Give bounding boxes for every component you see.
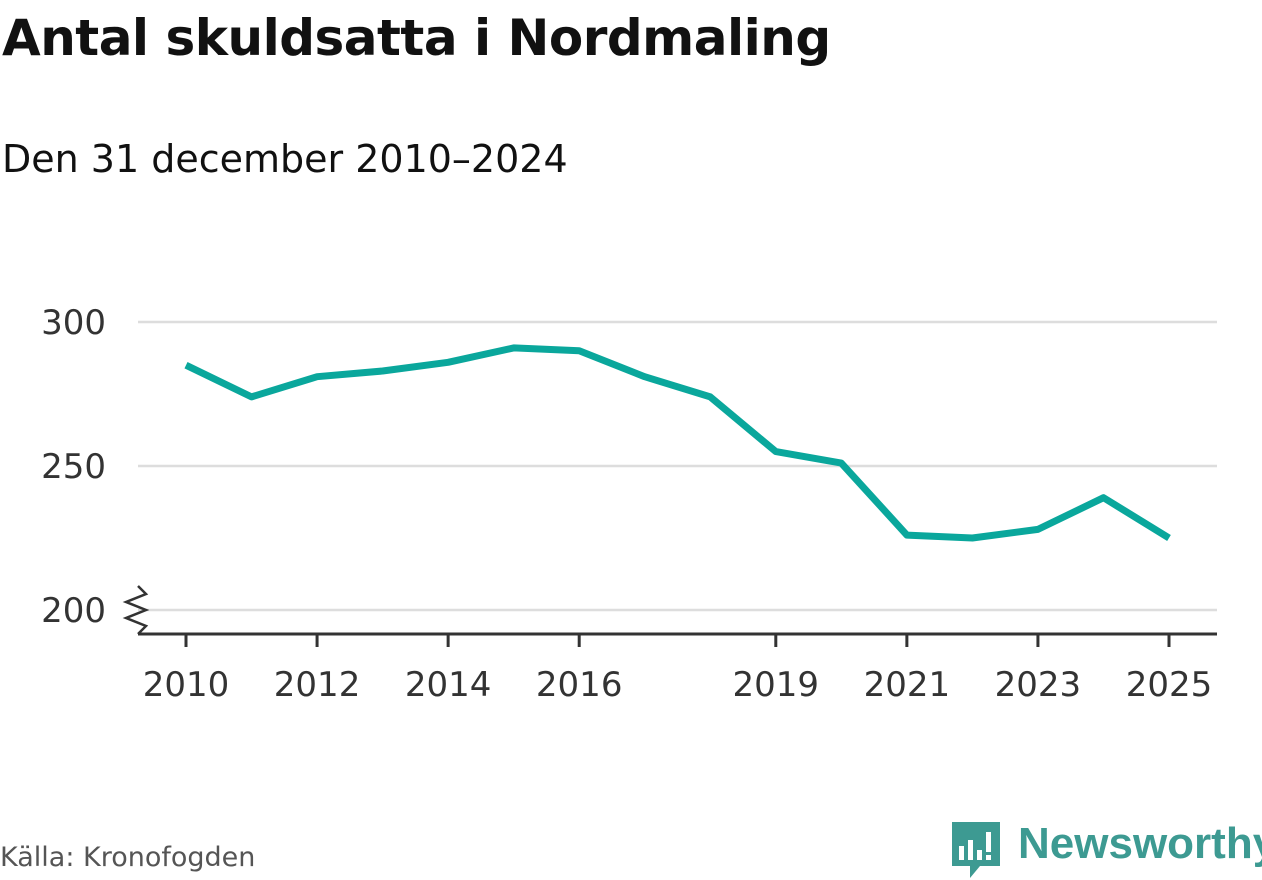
series-layer [184,344,1171,542]
x-tick-label: 2014 [405,665,492,705]
newsworthy-logo-icon [952,822,1000,878]
y-tick-label: 200 [41,591,106,631]
x-tick-label: 2023 [995,665,1082,705]
brand[interactable]: Newsworthy [950,819,1262,880]
grid-lines [122,320,1217,635]
x-tick-label: 2025 [1126,665,1213,705]
x-tick-label: 2010 [143,665,230,705]
x-tick-label: 2021 [864,665,951,705]
chart-subtitle: Den 31 december 2010–2024 [2,137,568,181]
x-axis [138,632,1217,647]
y-axis-labels: 200 250 300 [41,303,106,631]
source-label: Källa: Kronofogden [0,842,256,873]
brand-name: Newsworthy [1018,819,1262,868]
y-tick-label: 250 [41,447,106,487]
chart-title: Antal skuldsatta i Nordmaling [2,9,831,67]
y-axis-break-icon [122,585,150,635]
x-tick-label: 2019 [733,665,820,705]
x-tick-label: 2016 [536,665,623,705]
series-line [184,344,1171,542]
y-tick-label: 300 [41,303,106,343]
x-axis-labels: 2010 2012 2014 2016 2019 2021 2023 2025 [143,665,1213,705]
x-tick-label: 2012 [274,665,361,705]
